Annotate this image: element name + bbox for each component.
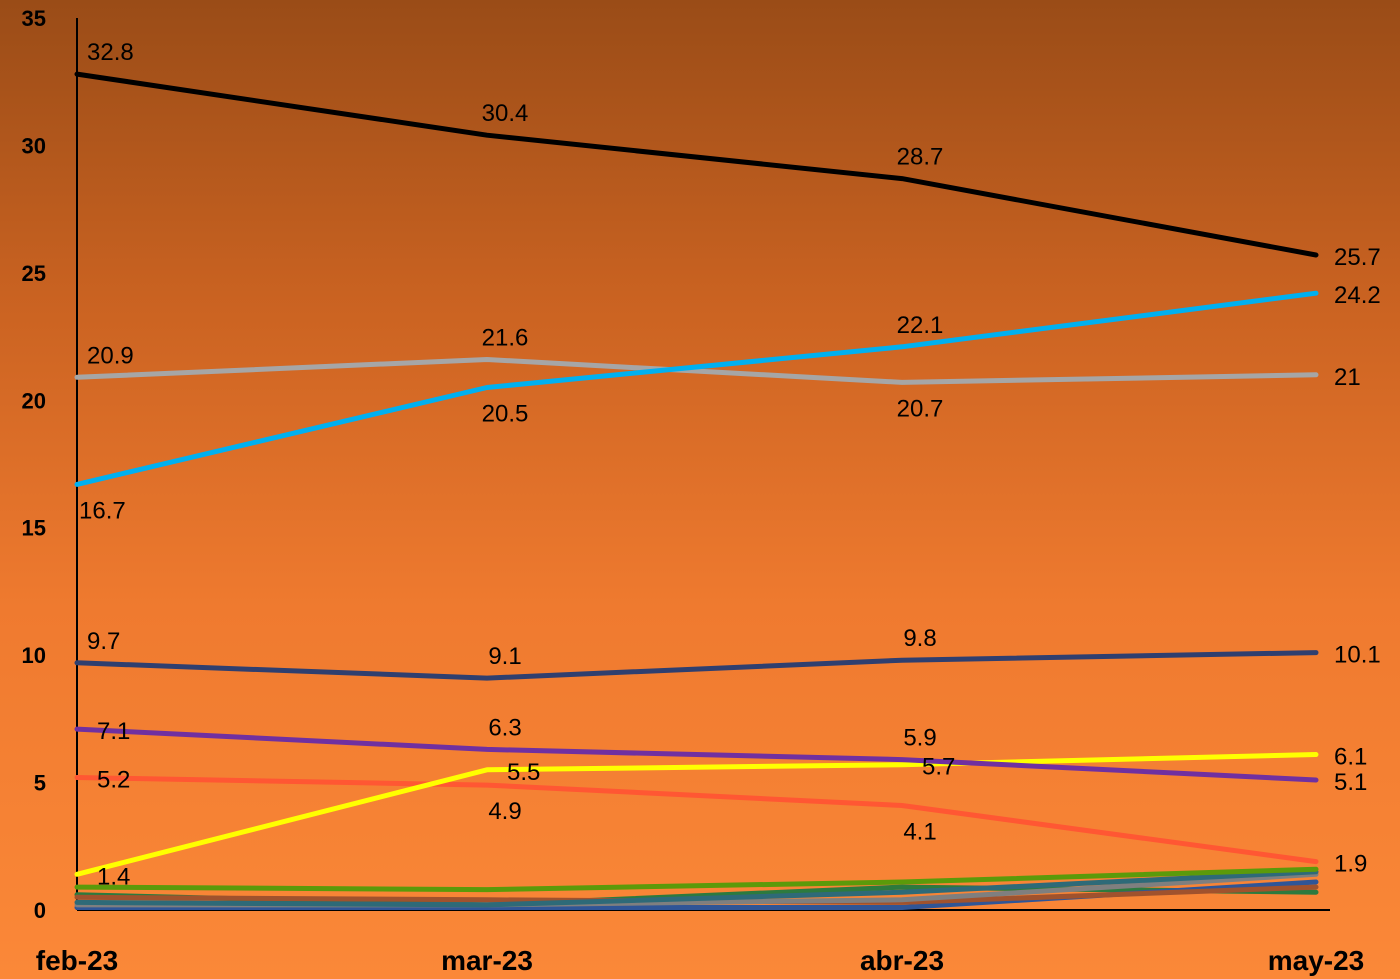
y-tick-label: 5 [34,771,46,796]
data-label: 7.1 [97,718,130,745]
y-tick-label: 10 [22,643,46,668]
y-tick-label: 35 [22,6,46,31]
y-tick-label: 20 [22,388,46,413]
data-label: 1.9 [1334,851,1367,878]
series-line [74,752,1319,877]
x-tick-label: mar-23 [441,945,533,976]
data-label: 5.9 [903,725,936,752]
data-label: 9.8 [903,625,936,652]
data-label: 32.8 [87,39,134,66]
data-label: 4.9 [488,798,521,825]
y-tick-label: 30 [22,133,46,158]
data-label: 21 [1334,364,1361,391]
y-tick-label: 25 [22,261,46,286]
x-tick-label: abr-23 [860,945,944,976]
data-label: 30.4 [482,100,529,127]
data-label: 1.4 [97,863,130,890]
y-tick-label: 15 [22,516,46,541]
data-label: 9.1 [488,643,521,670]
data-label: 20.9 [87,342,134,369]
series-line [74,726,1319,783]
series-line [74,357,1319,385]
series-line [74,866,1319,893]
data-label: 20.7 [897,395,944,422]
data-label: 22.1 [897,312,944,339]
plot-area: 0 5 10 15 20 25 30 35 feb-23 mar-23 abr-23 may-23 32… [22,6,1381,976]
series-line [74,290,1319,487]
series-line [74,869,1319,908]
data-label: 28.7 [897,144,944,171]
data-label: 10.1 [1334,642,1381,669]
data-label: 25.7 [1334,244,1381,271]
series-line [74,71,1319,258]
data-label: 6.3 [488,714,521,741]
x-tick-label: may-23 [1268,945,1365,976]
data-label: 4.1 [903,819,936,846]
data-label: 20.5 [482,401,529,428]
data-label: 5.5 [507,759,540,786]
data-label: 5.2 [97,766,130,793]
series-line [74,650,1319,681]
data-label: 5.1 [1334,769,1367,796]
x-tick-label: feb-23 [36,945,118,976]
data-label: 16.7 [79,497,126,524]
data-label: 21.6 [482,325,529,352]
data-label: 24.2 [1334,282,1381,309]
data-label: 6.1 [1334,744,1367,771]
data-label: 5.7 [922,754,955,781]
y-tick-label: 0 [34,898,46,923]
data-label: 9.7 [87,628,120,655]
series-line [74,775,1319,865]
